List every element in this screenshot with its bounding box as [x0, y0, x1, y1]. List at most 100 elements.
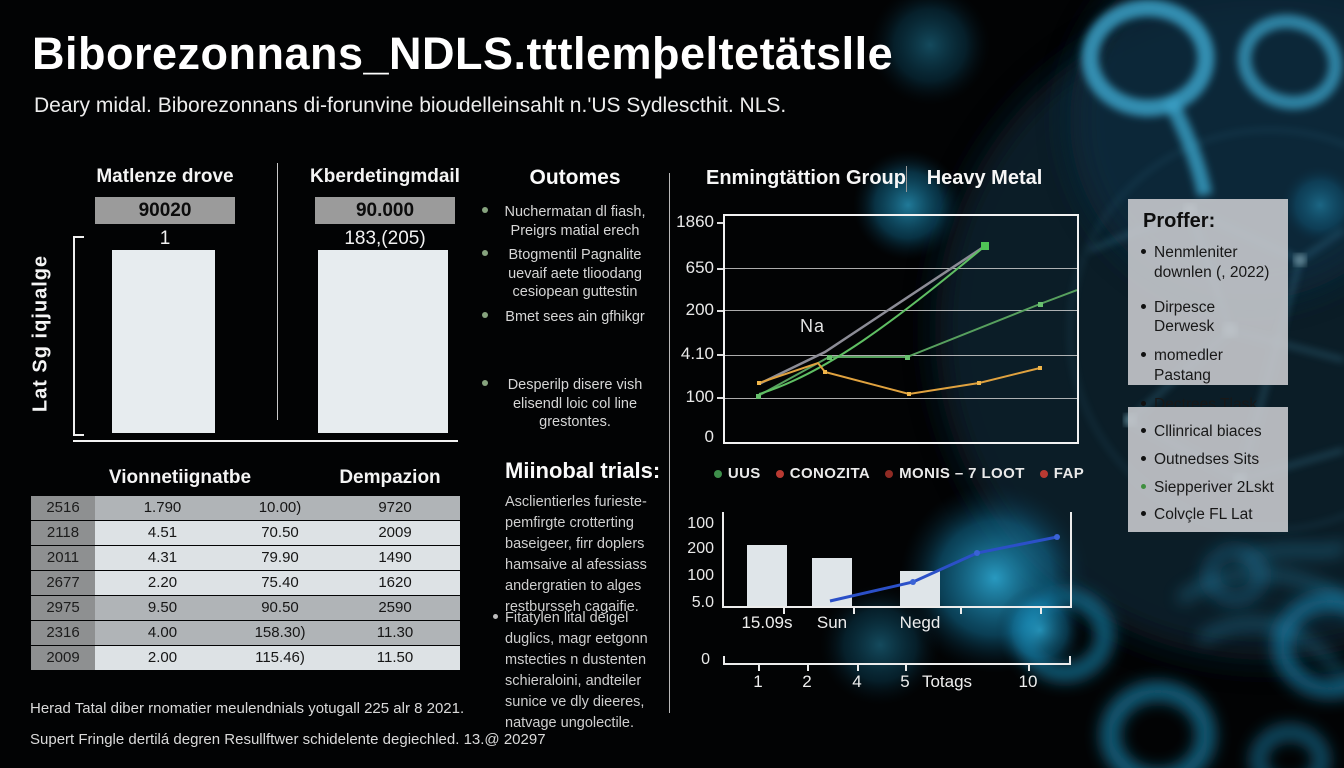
panel-item: Siepperiver 2Lskt: [1141, 478, 1275, 498]
title-divider: [906, 166, 907, 192]
series-orange-line: [758, 361, 1041, 396]
y-tick-mark: [717, 354, 723, 356]
trials-paragraph: Asclientierles furieste- pemfirgte crott…: [505, 494, 647, 616]
bullet-dot-icon: [1141, 511, 1146, 517]
blue-line: [829, 535, 1058, 603]
legend-dot-icon: [713, 469, 722, 478]
axis2-tick: [905, 665, 907, 671]
axis2-tick: [807, 665, 809, 671]
panel-item: Nenmleniter downlen (, 2022): [1141, 243, 1275, 283]
panel-item: Dirpesce Derwesk: [1141, 298, 1275, 338]
kpi-sub-value: 1: [159, 228, 171, 249]
axis2-label: Totags: [921, 672, 973, 691]
bar: [900, 571, 940, 606]
table-row: 2316 4.00 158.30) 11.30: [31, 621, 460, 645]
x-tick-mark: [853, 608, 855, 614]
panel-item: momedler Pastang: [1141, 346, 1275, 386]
axis2-label: 4: [852, 672, 862, 691]
kpi-baseline: [73, 440, 458, 442]
table-header: Vionnetiignatbe: [108, 467, 252, 488]
legend-item: MONIS – 7 LOOT: [885, 465, 1025, 482]
axis2-end-tick: [723, 656, 725, 664]
y-tick-mark: [717, 310, 723, 312]
bar-x-label: 15.09s: [741, 613, 793, 632]
secondary-panel: Cllinrical biaces Outnedses Sits Siepper…: [1128, 407, 1288, 532]
series-orange-markers: [757, 366, 1042, 396]
table-row: 2677 2.20 75.40 1620: [31, 571, 460, 595]
series-green-markers: [756, 302, 1043, 399]
axis2-tick: [758, 665, 760, 671]
bullet-dot-icon: [1141, 249, 1146, 254]
axis2-label: 2: [802, 672, 812, 691]
line-chart-title-left: Enmingtättion Group: [706, 167, 906, 189]
kpi-bar: [112, 250, 215, 433]
axis2-label: 1: [753, 672, 763, 691]
bar-x-label: Negd: [899, 613, 941, 632]
bar: [747, 545, 787, 606]
bullet-dot-icon: [1141, 483, 1146, 489]
outcome-item: Btogmentil Pagnalite uevaif aete tliooda…: [482, 246, 655, 302]
axis2-tick: [857, 665, 859, 671]
bullet-dot-icon: [1141, 455, 1146, 461]
y-tick-label: 0: [704, 427, 714, 446]
outcomes-heading: Outomes: [529, 166, 621, 189]
bullet-dot-icon: [1141, 400, 1146, 406]
y-tick-mark: [717, 268, 723, 270]
kpi-bracket: [73, 236, 84, 436]
kpi-axis-label: Lat Sg iqjualge: [29, 254, 52, 413]
axis2-line: [723, 663, 1071, 665]
line-chart-plot: [723, 214, 1079, 444]
footer-note-1: Herad Tatal diber rnomatier meulendnials…: [30, 700, 465, 717]
table-row: 2009 2.00 115.46) 11.50: [31, 646, 460, 670]
trials-bullet: Fitatylen lital deigel duglics, magr eet…: [493, 608, 675, 734]
y-tick-label: 100: [685, 387, 714, 406]
legend-item: CONOZITA: [775, 465, 870, 482]
bullet-dot-icon: [482, 250, 488, 256]
page-subtitle: Deary midal. Biborezonnans di-forunvine …: [34, 94, 787, 117]
axis2-tick: [1028, 665, 1030, 671]
bullet-dot-icon: [482, 380, 488, 386]
legend-dot-icon: [1039, 469, 1048, 478]
legend-dot-icon: [775, 469, 784, 478]
gridline: [725, 355, 1077, 356]
kpi-column-label: Matlenze drove: [96, 166, 234, 187]
gridline: [725, 310, 1077, 311]
page-title: Biborezonnans_NDLS.tttlemþeltetätslle: [32, 28, 894, 79]
x-tick-mark: [783, 608, 785, 614]
kpi-bar: [318, 250, 448, 433]
series-peak-marker: [981, 242, 989, 250]
bar-right-border: [1070, 512, 1072, 608]
panel-item: Cllinrical biaces: [1141, 422, 1275, 442]
trials-heading: Miinobal trials:: [505, 458, 661, 483]
proffer-heading: Proffer:: [1143, 210, 1216, 232]
bar-y-tick-label: 5.0: [691, 594, 714, 611]
bullet-dot-icon: [482, 312, 488, 318]
gridline: [725, 268, 1077, 269]
table-row: 2118 4.51 70.50 2009: [31, 521, 460, 545]
bar-chart-line-overlay: [829, 534, 1060, 603]
outcome-item: Bmet sees ain gfhikgr: [482, 308, 655, 327]
y-tick-mark: [717, 222, 723, 224]
legend-item: FAP: [1039, 465, 1084, 482]
gridline: [725, 398, 1077, 399]
bar-x-label: Sun: [816, 613, 848, 632]
axis2-label: 5: [900, 672, 910, 691]
series-green-line-1: [757, 289, 1077, 397]
kpi-column-label: Kberdetingmdail: [310, 166, 460, 187]
y-tick-label: 1860: [676, 212, 714, 231]
bar-x-axis: [722, 606, 1072, 608]
y-tick-mark: [717, 397, 723, 399]
bar-y-tick-label: 100: [687, 567, 714, 584]
chart-annotation: Na: [800, 316, 826, 336]
y-tick-label: 200: [685, 300, 714, 319]
table-row: 2516 1.790 10.00) 9720: [31, 496, 460, 520]
legend-dot-icon: [885, 469, 894, 478]
bullet-dot-icon: [493, 614, 498, 619]
bullet-dot-icon: [1141, 352, 1146, 358]
footer-note-2: Supert Fringle dertilá degren Resullftwe…: [30, 731, 546, 748]
axis2-label: 10: [1018, 672, 1038, 691]
bullet-dot-icon: [482, 207, 488, 213]
bullet-dot-icon: [1141, 428, 1146, 433]
bar-y-tick-label: 100: [687, 515, 714, 532]
